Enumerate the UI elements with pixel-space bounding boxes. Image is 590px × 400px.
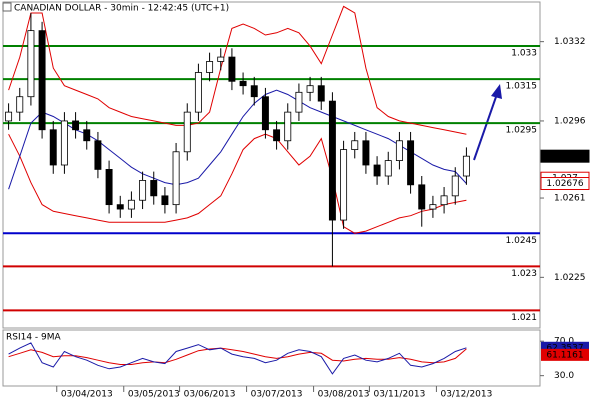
candle-body bbox=[27, 30, 35, 98]
x-tick-label: 03/12/2013 bbox=[440, 390, 492, 400]
candle-body bbox=[418, 184, 426, 210]
candle-body bbox=[183, 111, 191, 153]
upper-band bbox=[8, 5, 467, 135]
candle-body bbox=[362, 140, 370, 166]
price-frame bbox=[2, 1, 541, 329]
rsi-ma-tag-label: 61.1161 bbox=[546, 350, 583, 360]
candle-body bbox=[395, 140, 403, 161]
candle-body bbox=[261, 96, 269, 131]
y-tick-label: 1.0261 bbox=[554, 194, 586, 204]
last-price-tag-label: 1.028 bbox=[552, 152, 578, 162]
candle-body bbox=[284, 111, 292, 142]
chart-title: CANADIAN DOLLAR - 30min - 12:42:45 (UTC+… bbox=[14, 4, 229, 14]
candle-body bbox=[161, 195, 169, 206]
x-tick-label: 03/07/2013 bbox=[251, 390, 303, 400]
candle-body bbox=[407, 140, 415, 186]
candle-body bbox=[5, 111, 13, 122]
candle-body bbox=[60, 120, 68, 166]
menu-icon[interactable] bbox=[2, 2, 12, 12]
arrow-head bbox=[491, 84, 502, 99]
level-label: 1.021 bbox=[511, 313, 537, 323]
level-label: 1.0295 bbox=[506, 126, 538, 136]
candle-body bbox=[72, 120, 80, 131]
candle-body bbox=[217, 56, 225, 62]
candle-body bbox=[273, 129, 281, 142]
x-tick-label: 03/08/2013 bbox=[318, 390, 370, 400]
y-tick-label: 1.0332 bbox=[554, 37, 586, 47]
candle-body bbox=[194, 72, 202, 113]
candle-body bbox=[150, 180, 158, 197]
y-tick-label: 1.0296 bbox=[554, 116, 586, 126]
y-tick-label: 1.0225 bbox=[554, 273, 586, 283]
rsi-ma-tag bbox=[541, 348, 589, 361]
rsi-tick-label: 70.0 bbox=[554, 337, 574, 347]
candle-body bbox=[384, 160, 392, 177]
candle-body bbox=[351, 140, 359, 150]
candle-body bbox=[139, 180, 147, 201]
x-tick-label: 03/11/2013 bbox=[373, 390, 425, 400]
x-tick-label: 03/05/2013 bbox=[128, 390, 180, 400]
x-tick-label: 03/04/2013 bbox=[61, 390, 113, 400]
x-tick-label: 03/06/2013 bbox=[184, 390, 236, 400]
candle-body bbox=[462, 155, 470, 177]
candle-body bbox=[206, 61, 214, 73]
rsi-tag-label: 62.3537 bbox=[546, 343, 583, 353]
candle-body bbox=[340, 149, 348, 221]
candle-body bbox=[116, 204, 124, 210]
candle-body bbox=[94, 140, 102, 170]
candle-body bbox=[250, 85, 258, 98]
candle-body bbox=[440, 195, 448, 206]
level-label: 1.023 bbox=[511, 269, 537, 279]
level-label: 1.033 bbox=[511, 49, 537, 59]
candle-body bbox=[451, 175, 459, 197]
rsi-title: RSI14 - 9MA bbox=[6, 333, 62, 343]
candle-body bbox=[38, 30, 46, 131]
moving-average bbox=[8, 89, 467, 190]
candle-body bbox=[239, 80, 247, 87]
ma-tag bbox=[540, 177, 590, 191]
candle-body bbox=[328, 100, 336, 221]
last-price-tag bbox=[540, 149, 590, 163]
candle-body bbox=[49, 129, 57, 166]
candle-body bbox=[317, 85, 325, 102]
candle-body bbox=[429, 204, 437, 210]
candle-body bbox=[228, 56, 236, 82]
candle-body bbox=[105, 169, 113, 206]
level-label: 1.0315 bbox=[506, 82, 538, 92]
candle-body bbox=[295, 91, 303, 113]
candle-body bbox=[172, 151, 180, 206]
rsi-tick-label: 30.0 bbox=[554, 371, 574, 381]
candle-body bbox=[127, 199, 135, 210]
candle-body bbox=[16, 96, 24, 113]
level-label: 1.0245 bbox=[506, 236, 538, 246]
candle-body bbox=[83, 129, 91, 142]
lower-band bbox=[8, 133, 467, 234]
candle-body bbox=[373, 164, 381, 177]
rsi-line bbox=[8, 342, 467, 375]
candle-body bbox=[306, 85, 314, 93]
rsi-ma-line bbox=[8, 347, 467, 365]
ma-tag-label: 1.02676 bbox=[546, 179, 583, 189]
trend-arrow bbox=[473, 93, 498, 161]
